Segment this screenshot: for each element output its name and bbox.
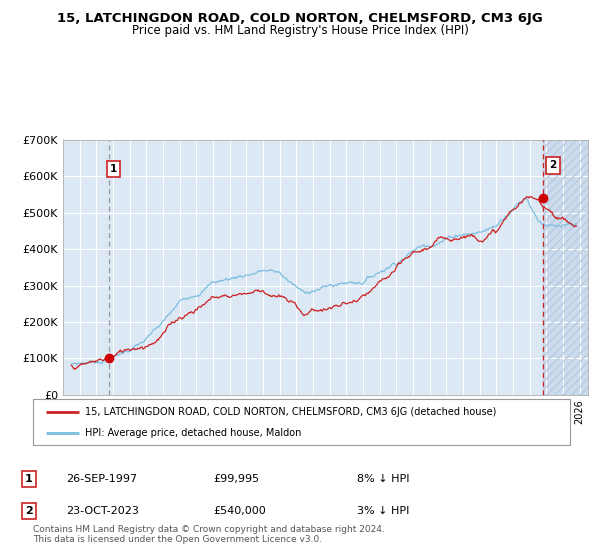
Text: £540,000: £540,000 (213, 506, 266, 516)
Text: 15, LATCHINGDON ROAD, COLD NORTON, CHELMSFORD, CM3 6JG (detached house): 15, LATCHINGDON ROAD, COLD NORTON, CHELM… (85, 407, 496, 417)
Text: 8% ↓ HPI: 8% ↓ HPI (357, 474, 409, 484)
Text: Price paid vs. HM Land Registry's House Price Index (HPI): Price paid vs. HM Land Registry's House … (131, 24, 469, 36)
Text: 23-OCT-2023: 23-OCT-2023 (66, 506, 139, 516)
Text: £99,995: £99,995 (213, 474, 259, 484)
FancyBboxPatch shape (33, 399, 570, 445)
Bar (543, 140, 600, 395)
Text: 1: 1 (25, 474, 32, 484)
Text: 3% ↓ HPI: 3% ↓ HPI (357, 506, 409, 516)
Bar (543, 140, 600, 395)
Text: 2: 2 (25, 506, 32, 516)
Text: HPI: Average price, detached house, Maldon: HPI: Average price, detached house, Mald… (85, 428, 301, 438)
Text: 26-SEP-1997: 26-SEP-1997 (66, 474, 137, 484)
Text: 15, LATCHINGDON ROAD, COLD NORTON, CHELMSFORD, CM3 6JG: 15, LATCHINGDON ROAD, COLD NORTON, CHELM… (57, 12, 543, 25)
Text: Contains HM Land Registry data © Crown copyright and database right 2024.
This d: Contains HM Land Registry data © Crown c… (33, 525, 385, 544)
Text: 2: 2 (550, 161, 557, 170)
Text: 1: 1 (110, 164, 117, 174)
